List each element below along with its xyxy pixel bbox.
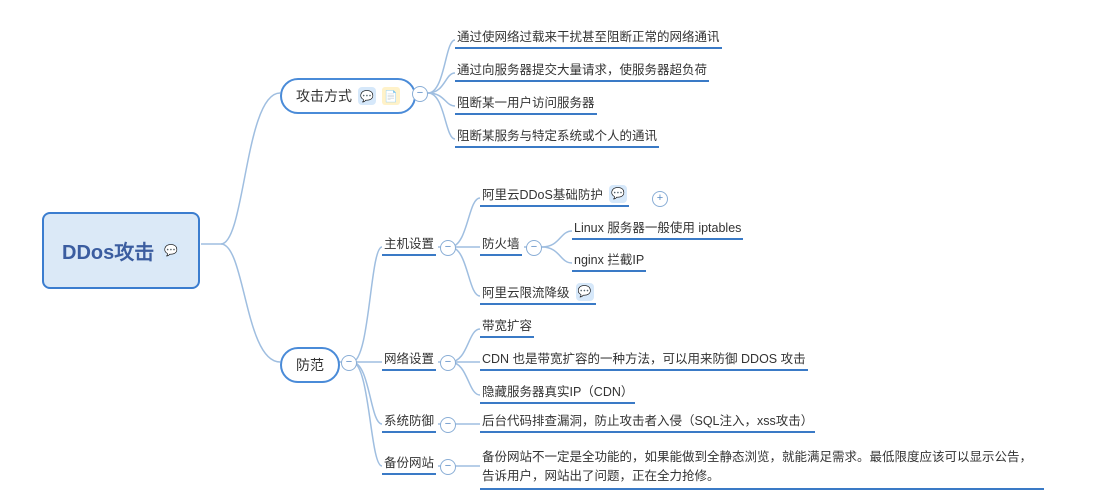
host-node[interactable]: 主机设置 [382,233,436,256]
firewall-node[interactable]: 防火墙 [480,233,522,256]
leaf-node[interactable]: 阻断某一用户访问服务器 [455,92,597,115]
leaf-node[interactable]: CDN 也是带宽扩容的一种方法，可以用来防御 DDOS 攻击 [480,348,808,371]
collapse-toggle[interactable]: − [440,459,456,475]
attack-label: 攻击方式 [296,86,352,106]
chat-icon: 💬 [576,283,594,301]
collapse-toggle[interactable]: − [440,417,456,433]
collapse-toggle[interactable]: − [412,86,428,102]
leaf-node[interactable]: 带宽扩容 [480,315,534,338]
leaf-node[interactable]: 通过使网络过载来干扰甚至阻断正常的网络通讯 [455,26,722,49]
leaf-node[interactable]: 阻断某服务与特定系统或个人的通讯 [455,125,659,148]
defend-label: 防范 [296,355,324,375]
collapse-toggle[interactable]: − [440,240,456,256]
collapse-toggle[interactable]: − [341,355,357,371]
chat-icon: 💬 [609,185,627,203]
mindmap-canvas: DDos攻击 💬 攻击方式 💬 📄 − 通过使网络过载来干扰甚至阻断正常的网络通… [0,0,1101,500]
net-node[interactable]: 网络设置 [382,348,436,371]
collapse-toggle[interactable]: − [440,355,456,371]
root-node[interactable]: DDos攻击 💬 [42,212,200,289]
leaf-node[interactable]: nginx 拦截IP [572,249,646,272]
leaf-node[interactable]: Linux 服务器一般使用 iptables [572,217,743,240]
leaf-node[interactable]: 阿里云限流降级 💬 [480,282,596,305]
leaf-node[interactable]: 通过向服务器提交大量请求，使服务器超负荷 [455,59,709,82]
backup-node[interactable]: 备份网站 [382,452,436,475]
chat-icon: 💬 [162,242,180,260]
note-icon: 📄 [382,87,400,105]
leaf-node[interactable]: 后台代码排查漏洞，防止攻击者入侵（SQL注入，xss攻击） [480,410,815,433]
defend-node[interactable]: 防范 [280,347,340,383]
root-label: DDos攻击 [62,236,154,265]
leaf-node[interactable]: 备份网站不一定是全功能的，如果能做到全静态浏览，就能满足需求。最低限度应该可以显… [480,448,1044,490]
collapse-toggle[interactable]: − [526,240,542,256]
expand-toggle[interactable]: + [652,191,668,207]
leaf-node[interactable]: 阿里云DDoS基础防护 💬 [480,184,629,207]
leaf-node[interactable]: 隐藏服务器真实IP（CDN） [480,381,635,404]
attack-node[interactable]: 攻击方式 💬 📄 [280,78,416,114]
chat-icon: 💬 [358,87,376,105]
sys-node[interactable]: 系统防御 [382,410,436,433]
